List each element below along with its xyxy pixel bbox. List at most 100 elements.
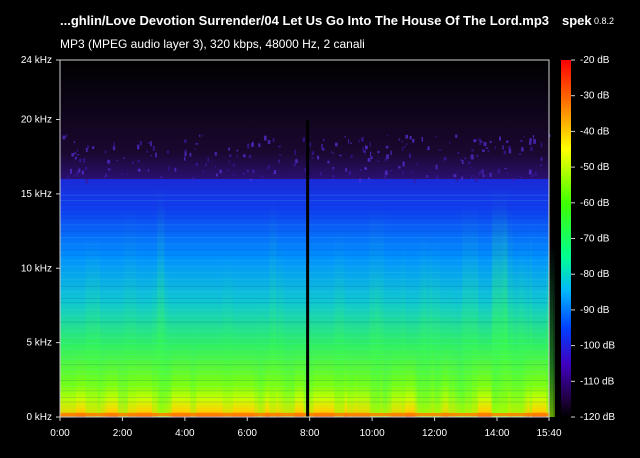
plot-frame [59,59,550,418]
energy-burst [157,189,165,417]
hf-speckle [511,177,515,181]
energy-burst [303,338,308,417]
hf-speckle [377,160,380,163]
hf-speckle [62,135,66,140]
hf-speckle [479,142,481,146]
hf-speckle [295,159,298,164]
hf-speckle [415,163,418,165]
hf-speckle [184,156,186,161]
hf-speckle [189,152,192,157]
hf-speckle [350,154,353,159]
hf-speckle [147,169,150,172]
hf-speckle [457,152,460,154]
hf-speckle [219,169,222,174]
hf-speckle [427,146,430,150]
db-label: -120 dB [580,412,615,423]
silence-gap [306,120,310,417]
hf-speckle [540,142,543,148]
hf-speckle [87,145,89,149]
hf-speckle [520,139,523,142]
hf-speckle [69,168,72,174]
hf-speckle [363,150,366,153]
energy-burst [346,300,355,417]
hf-speckle [112,146,116,151]
hf-speckle [248,154,252,158]
hf-speckle [321,144,323,149]
hf-speckle [367,157,371,162]
db-label: -70 dB [580,234,610,245]
energy-burst [283,333,295,417]
hf-speckle [302,137,305,142]
hf-speckle [368,177,370,180]
energy-burst [454,331,472,417]
hf-speckle [65,134,68,138]
db-colorbar [561,60,571,417]
time-label: 2:00 [113,428,133,439]
frequency-label: 0 kHz [26,412,52,423]
hf-speckle [470,175,473,179]
hf-speckle [528,169,532,175]
audio-format-info: MP3 (MPEG audio layer 3), 320 kbps, 4800… [60,37,365,51]
hf-speckle [480,141,483,143]
hf-speckle [204,163,207,166]
hf-speckle [436,177,438,180]
hf-speckle [236,154,238,159]
energy-burst [334,228,345,417]
hf-speckle [316,155,320,160]
hf-speckle [251,143,254,147]
hf-speckle [278,154,282,156]
frequency-label: 20 kHz [21,115,52,126]
hf-speckle [174,167,177,172]
hf-speckle [478,172,482,175]
hf-speckle [503,150,506,155]
hf-speckle [74,175,76,177]
hf-speckle [83,158,86,163]
hf-speckle [398,166,401,169]
hf-speckle [529,141,532,145]
hf-speckle [183,139,187,144]
hf-speckle [489,172,492,178]
hf-speckle [147,142,150,144]
hf-speckle [470,154,474,160]
hf-speckle [332,167,335,170]
frequency-axis: 24 kHz 20 kHz 15 kHz 10 kHz 5 kHz 0 kHz [21,55,60,423]
hf-speckle [233,163,235,168]
hf-speckle [505,140,509,143]
app-name: spek [562,13,592,28]
energy-burst [519,236,529,417]
frequency-label: 5 kHz [26,338,52,349]
hf-speckle [207,157,210,162]
db-label: -100 dB [580,341,615,352]
hf-speckle [202,170,205,173]
hf-speckle [194,148,197,150]
hf-speckle [116,159,118,161]
hf-speckle [540,157,543,161]
hf-speckle [460,159,462,161]
time-label: 15:40 [536,428,561,439]
hf-speckle [362,146,364,152]
hf-speckle [215,165,217,169]
time-label: 6:00 [238,428,258,439]
hf-speckle [104,150,107,154]
hf-speckle [76,171,79,176]
hf-speckle [540,163,542,167]
energy-burst [437,275,454,417]
db-label: -40 dB [580,126,610,137]
hf-speckle [81,170,84,175]
hf-speckle [247,143,250,149]
hf-speckle [242,172,246,175]
hf-speckle [184,151,187,157]
hf-speckle [332,152,334,154]
hf-speckle [523,136,526,138]
hf-speckle [386,134,389,136]
frequency-label: 15 kHz [21,189,52,200]
hf-speckle [533,139,536,144]
file-title: ...ghlin/Love Devotion Surrender/04 Let … [60,13,549,28]
hf-speckle [334,142,338,147]
hf-speckle [402,171,404,175]
hf-speckle [311,156,314,159]
hf-speckle [67,176,70,180]
hf-speckle [251,141,254,145]
hf-speckle [126,173,129,175]
